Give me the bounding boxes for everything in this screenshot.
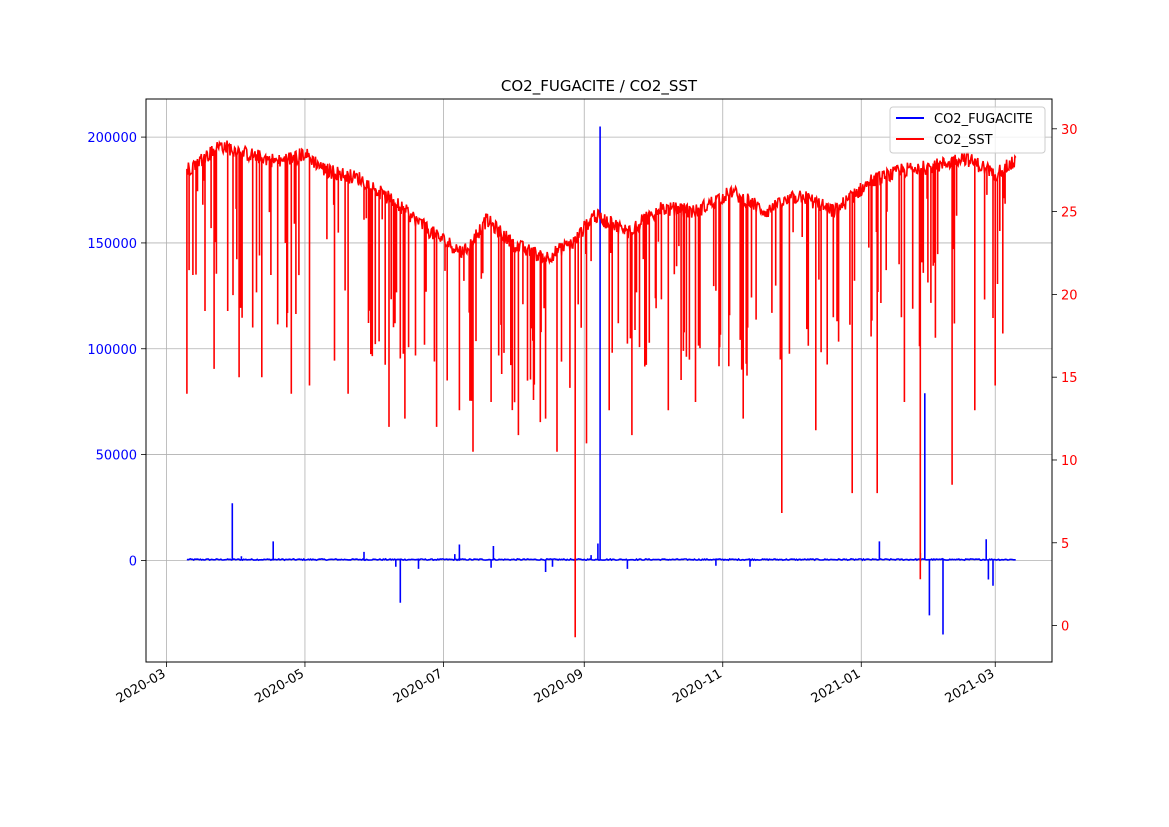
y-right-tick-label: 30 xyxy=(1061,123,1078,138)
y-left-tick-label: 200000 xyxy=(87,131,137,146)
y-left-tick-label: 150000 xyxy=(87,237,137,252)
y-right-tick-label: 20 xyxy=(1061,288,1078,303)
y-right-tick-label: 10 xyxy=(1061,454,1078,469)
y-right-tick-label: 25 xyxy=(1061,206,1078,221)
y-right-tick-label: 0 xyxy=(1061,620,1069,635)
y-right-tick-label: 15 xyxy=(1061,371,1078,386)
legend-box xyxy=(889,106,1046,154)
series-line-co2-fugacite xyxy=(186,126,1016,635)
plot-frame xyxy=(145,98,1053,663)
y-left-tick-label: 100000 xyxy=(87,343,137,358)
y-left-tick-label: 0 xyxy=(129,554,137,569)
legend-label-co2-fugacite: CO2_FUGACITE xyxy=(934,112,1033,127)
chart-title: CO2_FUGACITE / CO2_SST xyxy=(501,77,698,96)
y-right-tick-label: 5 xyxy=(1061,537,1069,552)
series-layer xyxy=(186,126,1017,638)
series-line-co2-sst xyxy=(186,139,1017,638)
legend-label-co2-sst: CO2_SST xyxy=(934,133,993,148)
y-left-tick-label: 50000 xyxy=(96,449,137,464)
legend: CO2_FUGACITE CO2_SST xyxy=(889,106,1046,154)
